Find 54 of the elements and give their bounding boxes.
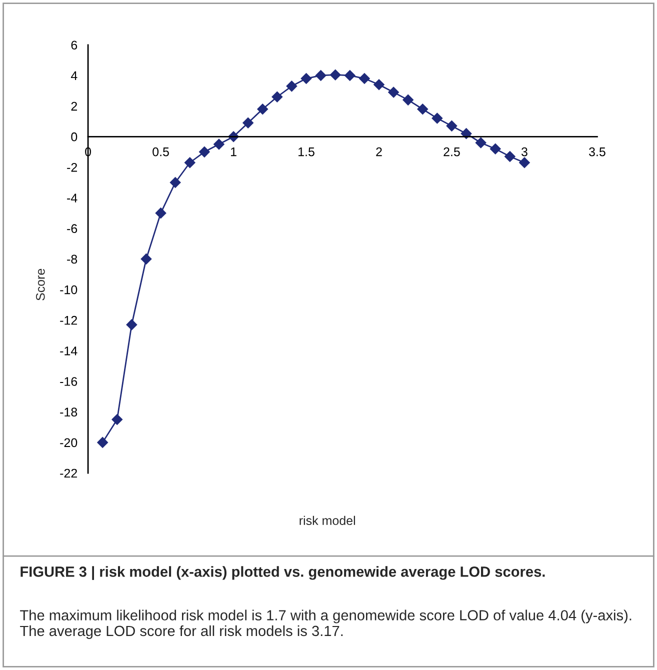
point <box>170 177 181 188</box>
point <box>112 414 123 425</box>
x-tick-label: 3.5 <box>589 147 606 156</box>
y-tick-label: -14 <box>60 346 78 356</box>
y-tick-label: -16 <box>60 377 78 386</box>
y-tick-label: -12 <box>60 316 77 325</box>
y-tick-label: 2 <box>71 102 77 111</box>
point <box>374 79 384 90</box>
y-tick-label: 6 <box>71 40 78 50</box>
point <box>140 254 152 264</box>
x-tick-label: 0.5 <box>152 147 169 156</box>
x-tick-label: 1.5 <box>298 148 314 156</box>
text: The maximum likelihood risk model is 1.7 with a genomewide score LOD of value 4.04 (y-axis). The average LOD score for all risk models is 3.17. <box>20 610 632 640</box>
x-tick-label: 1 <box>230 148 236 156</box>
y-axis-title: Score <box>36 268 45 300</box>
point <box>359 73 370 84</box>
y-tick-label: -6 <box>67 224 78 234</box>
y-tick-label: -4 <box>67 194 78 202</box>
x-axis-title: risk model <box>300 516 355 526</box>
point <box>286 80 298 92</box>
point <box>417 104 428 115</box>
point <box>198 146 210 158</box>
point <box>155 208 166 219</box>
point <box>330 69 341 80</box>
point <box>402 94 414 106</box>
point <box>300 73 312 84</box>
point <box>242 117 254 128</box>
y-tick-label: -8 <box>67 254 78 264</box>
y-tick-label: -2 <box>67 163 77 172</box>
y-tick-label: -22 <box>60 468 77 478</box>
point <box>388 86 399 98</box>
y-tick-label: -10 <box>60 285 78 294</box>
point <box>184 157 196 168</box>
point <box>504 151 516 162</box>
point <box>432 112 443 124</box>
point <box>272 91 283 102</box>
point <box>344 70 356 81</box>
x-tick-label: 2.5 <box>444 147 460 156</box>
x-tick-label: 2 <box>376 147 382 156</box>
y-tick-label: -20 <box>60 438 78 448</box>
point <box>257 104 268 115</box>
y-tick-label: 0 <box>71 132 78 142</box>
point <box>446 120 458 132</box>
point <box>126 319 138 330</box>
point <box>315 70 326 81</box>
y-tick-label: 4 <box>70 71 78 80</box>
point <box>214 138 224 150</box>
y-tick-label: -18 <box>60 408 78 417</box>
point <box>97 437 108 448</box>
point <box>519 157 530 168</box>
point <box>490 143 501 154</box>
x-tick-label: 3 <box>521 147 528 156</box>
point <box>475 137 486 148</box>
text: FIGURE 3 | risk model (x-axis) plotted vs. genomewide average LOD scores. <box>20 566 545 580</box>
